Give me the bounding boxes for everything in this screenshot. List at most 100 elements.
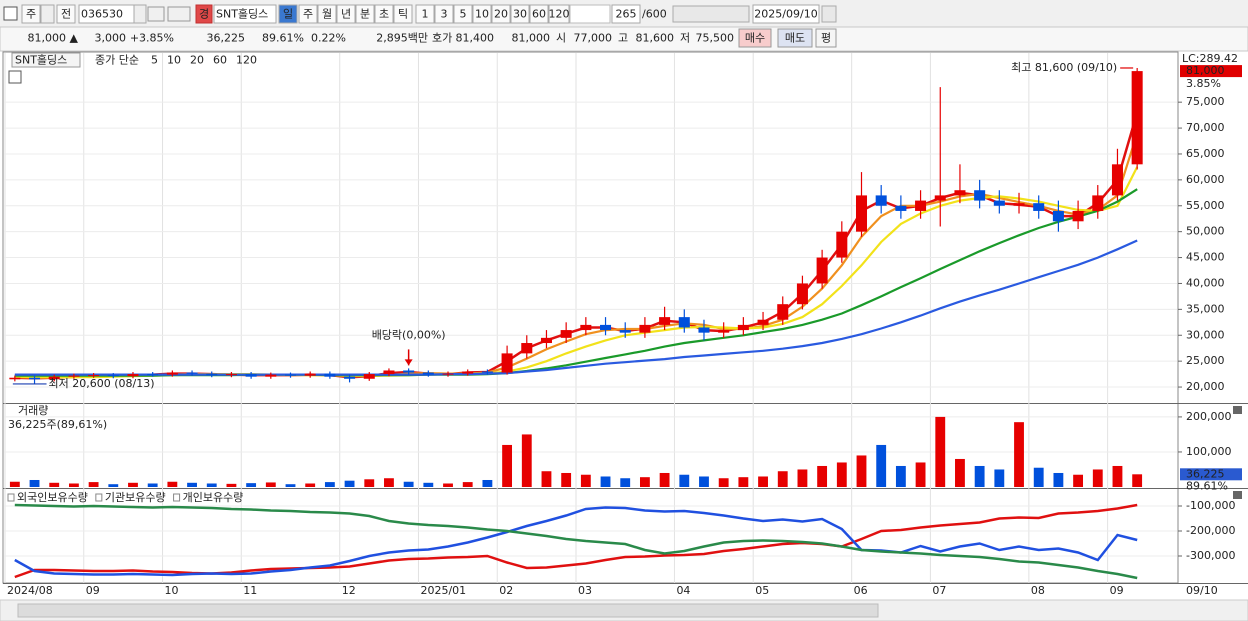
volume-bar xyxy=(797,469,808,487)
calendar-button[interactable] xyxy=(821,5,837,23)
eval-button-box[interactable] xyxy=(815,28,837,48)
period-button[interactable]: 년 xyxy=(341,8,351,21)
period-button-box[interactable] xyxy=(298,4,318,24)
sound-button[interactable] xyxy=(167,6,191,22)
scroll-thumb[interactable] xyxy=(17,603,879,618)
last-volume-label: 36,225 xyxy=(1186,467,1225,480)
interval-button[interactable]: 1 xyxy=(422,8,429,21)
interval-button-box[interactable] xyxy=(529,4,549,24)
count-input[interactable]: 265 xyxy=(616,8,637,21)
legend-item: 10 xyxy=(167,54,181,67)
pane-close[interactable] xyxy=(1233,406,1242,414)
stock-name[interactable]: SNT홀딩스 xyxy=(216,8,268,21)
y-tick-label: 40,000 xyxy=(1186,276,1225,289)
market-select-box[interactable] xyxy=(21,4,41,24)
buy-button[interactable]: 매수 xyxy=(745,32,765,45)
period-button[interactable]: 틱 xyxy=(398,8,408,21)
interval-button-box[interactable] xyxy=(548,4,570,24)
eval-button[interactable]: 평 xyxy=(821,32,831,45)
period-button-box[interactable] xyxy=(393,4,413,24)
badge[interactable]: 경 xyxy=(199,8,209,21)
period-button-box[interactable] xyxy=(355,4,375,24)
legend-item: 60 xyxy=(213,54,227,67)
candle-body xyxy=(993,200,1005,206)
interval-button[interactable]: 3 xyxy=(441,8,448,21)
volume-bar xyxy=(738,477,749,487)
volume-bar xyxy=(561,472,572,487)
badge-box[interactable] xyxy=(195,4,213,24)
candle-body xyxy=(796,283,808,305)
x-tick-label: 05 xyxy=(755,584,769,597)
prev-button-box[interactable] xyxy=(56,4,76,24)
interval-button[interactable]: 20 xyxy=(494,8,508,21)
candle-body xyxy=(147,374,159,376)
market-select[interactable]: 주 xyxy=(26,8,36,21)
candle-body xyxy=(1092,195,1104,211)
interval-button[interactable]: 60 xyxy=(532,8,546,21)
interval-button[interactable]: 120 xyxy=(549,8,570,21)
interval-button-box[interactable] xyxy=(434,4,454,24)
candle-body xyxy=(757,319,769,325)
volume-bar xyxy=(462,482,473,487)
candle-body xyxy=(915,200,927,211)
sell-button-box[interactable] xyxy=(777,28,813,48)
volume-bar xyxy=(718,478,729,487)
period-button-box[interactable] xyxy=(278,4,298,24)
x-tick-label: 08 xyxy=(1031,584,1045,597)
quote-open-label: 시 xyxy=(556,32,566,45)
quote-change: 3,000 xyxy=(95,32,127,45)
legend-item: 외국인보유수량 xyxy=(17,491,88,504)
period-button-box[interactable] xyxy=(374,4,394,24)
table-icon[interactable] xyxy=(8,70,22,84)
interval-button[interactable]: 5 xyxy=(460,8,467,21)
tool-icons[interactable] xyxy=(672,5,750,23)
pane-close[interactable] xyxy=(1233,491,1242,499)
dropdown[interactable] xyxy=(133,4,147,24)
volume-bar xyxy=(758,476,768,487)
interval-button[interactable]: 30 xyxy=(513,8,527,21)
volume-bar xyxy=(384,478,394,487)
sell-button[interactable]: 매도 xyxy=(785,32,805,45)
annotation-low: 최저 20,600 (08/13) xyxy=(49,377,155,390)
candle-body xyxy=(619,330,631,333)
change-label: 3.85% xyxy=(1186,77,1221,90)
period-button[interactable]: 일 xyxy=(283,7,293,21)
search-button[interactable] xyxy=(147,6,165,22)
candle-body xyxy=(521,343,533,354)
quote-price: 81,000 ▲ xyxy=(28,32,79,45)
period-button[interactable]: 초 xyxy=(379,8,389,21)
y-tick-label: -100,000 xyxy=(1186,499,1235,512)
legend-item: 개인보유수량 xyxy=(183,491,244,504)
dropdown[interactable] xyxy=(40,4,55,24)
date-input-box[interactable] xyxy=(752,4,820,24)
volume-bar xyxy=(994,469,1005,487)
menu-icon[interactable] xyxy=(3,6,18,21)
interval-button[interactable]: 10 xyxy=(475,8,489,21)
period-button-box[interactable] xyxy=(336,4,356,24)
quote-high-label: 고 xyxy=(618,32,628,45)
candle-body xyxy=(422,372,434,375)
volume-bar xyxy=(856,455,867,487)
period-button[interactable]: 주 xyxy=(303,8,313,21)
interval-button-box[interactable] xyxy=(510,4,530,24)
count-input-box[interactable] xyxy=(611,4,641,24)
period-button[interactable]: 분 xyxy=(360,8,370,21)
date-input[interactable]: 2025/09/10 xyxy=(754,8,817,21)
code-input[interactable]: 036530 xyxy=(81,8,123,21)
y-tick-label: 65,000 xyxy=(1186,147,1225,160)
buy-button-box[interactable] xyxy=(738,28,772,48)
candle-body xyxy=(501,353,513,373)
volume-bar xyxy=(187,482,197,487)
interval-button-box[interactable] xyxy=(453,4,473,24)
x-tick-label: 06 xyxy=(854,584,868,597)
interval-button-box[interactable] xyxy=(472,4,492,24)
period-button-box[interactable] xyxy=(317,4,337,24)
volume-bar xyxy=(443,483,453,487)
interval-input[interactable] xyxy=(569,4,611,24)
prev-button[interactable]: 전 xyxy=(61,8,71,21)
period-button[interactable]: 월 xyxy=(322,8,332,21)
interval-button-box[interactable] xyxy=(491,4,511,24)
candle-body xyxy=(737,324,749,331)
stock-name-box[interactable] xyxy=(213,4,277,24)
interval-button-box[interactable] xyxy=(415,4,435,24)
